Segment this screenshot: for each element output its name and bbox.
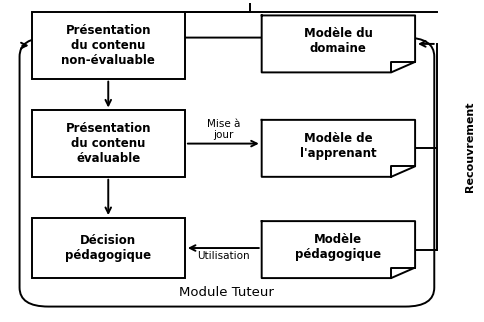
Text: Mise à
jour: Mise à jour bbox=[206, 119, 240, 140]
Text: Modèle de
l'apprenant: Modèle de l'apprenant bbox=[300, 132, 376, 160]
Polygon shape bbox=[261, 120, 414, 177]
Text: Utilisation: Utilisation bbox=[197, 251, 249, 261]
Polygon shape bbox=[261, 15, 414, 72]
FancyBboxPatch shape bbox=[31, 218, 184, 278]
Text: Présentation
du contenu
non-évaluable: Présentation du contenu non-évaluable bbox=[61, 24, 155, 67]
Text: Décision
pédagogique: Décision pédagogique bbox=[65, 234, 151, 262]
Text: Module Tuteur: Module Tuteur bbox=[179, 286, 274, 298]
FancyBboxPatch shape bbox=[19, 38, 433, 307]
Text: Modèle du
domaine: Modèle du domaine bbox=[303, 27, 372, 55]
Text: Recouvrement: Recouvrement bbox=[464, 101, 474, 192]
Polygon shape bbox=[261, 221, 414, 278]
FancyBboxPatch shape bbox=[31, 12, 184, 79]
Text: Présentation
du contenu
évaluable: Présentation du contenu évaluable bbox=[65, 122, 151, 165]
FancyBboxPatch shape bbox=[31, 110, 184, 177]
Text: Modèle
pédagogique: Modèle pédagogique bbox=[295, 233, 380, 261]
